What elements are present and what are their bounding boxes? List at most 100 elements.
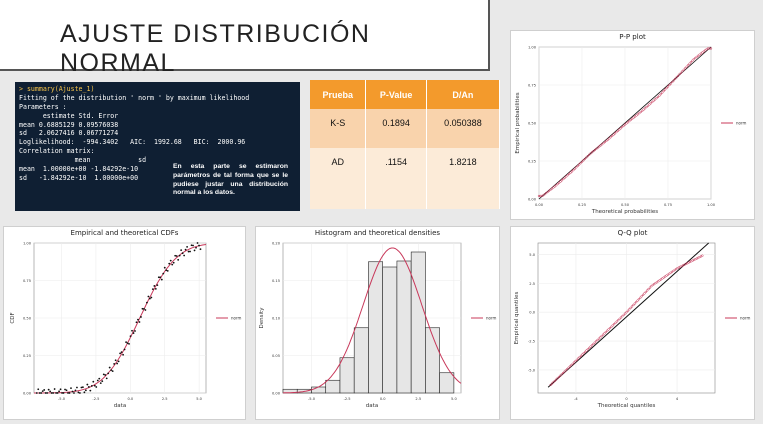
data-point	[635, 114, 638, 117]
histogram-bar	[325, 379, 341, 394]
y-tick-label: 0.10	[272, 317, 281, 321]
data-point	[685, 65, 688, 68]
data-point	[590, 151, 594, 154]
qq-plot-chart: -4 0 4 -5.0 -2.5 0.0 2.5 5.0 Theoretical quantil…	[514, 242, 751, 409]
data-point	[635, 300, 638, 304]
data-point	[89, 389, 92, 392]
pp-plot-chart: 0.00 0.25 0.50 0.75 1.00 0.00 0.25 0.50 0.75 1.00…	[515, 46, 747, 216]
table-header: Prueba	[310, 80, 367, 109]
cdf-plot-chart: -5.0 -2.5 0.0 2.5 5.0 0.00 0.25 0.50 0.75 1.00 dat…	[10, 242, 242, 410]
data-point	[599, 144, 602, 147]
data-point	[196, 242, 199, 244]
data-point	[608, 326, 612, 330]
data-point	[681, 70, 684, 73]
data-point	[593, 341, 596, 344]
pp-plot-title: P-P plot	[619, 33, 646, 41]
data-point	[171, 263, 174, 266]
data-point	[169, 259, 172, 262]
data-point	[131, 329, 133, 332]
data-point	[560, 373, 563, 376]
data-point	[650, 285, 653, 288]
data-point	[187, 250, 190, 253]
theoretical-density-line	[282, 247, 462, 394]
legend-label: norm	[740, 316, 751, 321]
data-point	[571, 362, 574, 365]
data-point	[651, 100, 654, 104]
histogram-bar	[425, 327, 440, 394]
data-point	[37, 388, 40, 391]
y-tick-label: 0.25	[528, 160, 536, 164]
data-point	[46, 392, 49, 394]
x-tick-label: -2.5	[92, 397, 99, 401]
data-point	[623, 312, 627, 315]
data-point	[706, 47, 710, 50]
data-point	[566, 174, 569, 177]
data-point	[162, 272, 165, 275]
data-point	[694, 56, 697, 60]
data-point	[549, 188, 552, 191]
x-tick-label: 0.75	[664, 203, 672, 207]
data-point	[588, 346, 591, 350]
data-point	[633, 115, 637, 118]
data-point	[676, 74, 680, 78]
data-point	[150, 296, 153, 299]
y-axis-label: Density	[259, 307, 265, 329]
legend-label: norm	[486, 316, 497, 321]
data-point	[672, 79, 675, 82]
data-point	[560, 179, 564, 182]
data-point	[597, 337, 601, 340]
data-point	[663, 88, 667, 91]
data-point	[659, 92, 662, 96]
y-tick-label: 0.25	[23, 354, 31, 358]
data-point	[59, 388, 62, 391]
data-point	[628, 119, 631, 123]
data-point	[595, 147, 598, 150]
data-point	[561, 371, 565, 375]
data-point	[590, 344, 594, 347]
data-point	[163, 266, 166, 269]
data-point	[639, 296, 642, 299]
data-point	[689, 61, 693, 64]
data-point	[95, 386, 98, 388]
histogram-bar	[396, 260, 412, 394]
y-tick-label: 0.20	[272, 242, 281, 246]
data-point	[556, 377, 559, 380]
data-point	[143, 307, 145, 310]
data-point	[110, 369, 113, 372]
data-point	[598, 145, 601, 148]
qq-plot-title: Q-Q plot	[617, 229, 648, 237]
data-point	[620, 125, 624, 129]
data-point	[629, 118, 632, 122]
data-point	[192, 244, 194, 247]
data-point	[68, 392, 71, 394]
data-point	[90, 385, 93, 387]
data-point	[655, 97, 658, 100]
data-point	[125, 341, 127, 344]
console-line: Parameters :	[19, 102, 67, 111]
data-point	[134, 330, 136, 332]
data-point	[661, 91, 664, 94]
data-point	[104, 374, 107, 376]
data-point	[636, 299, 639, 302]
data-point	[108, 366, 111, 369]
data-point	[174, 254, 177, 257]
data-point	[668, 83, 671, 87]
data-point	[629, 306, 632, 310]
table-cell: 1.8218	[426, 148, 501, 209]
data-point	[625, 311, 628, 314]
data-point	[159, 276, 162, 279]
data-point	[556, 182, 559, 186]
data-point	[165, 269, 168, 272]
data-point	[606, 329, 609, 332]
data-point	[589, 152, 592, 155]
data-point	[80, 386, 83, 389]
data-point	[595, 340, 598, 343]
x-axis-label: Theoretical probabilities	[591, 209, 658, 215]
y-tick-label: 1.00	[528, 46, 537, 50]
data-point	[137, 318, 139, 321]
data-point	[56, 392, 59, 394]
data-point	[618, 128, 621, 131]
data-point	[636, 113, 640, 116]
y-tick-label: 0.00	[528, 198, 537, 202]
data-point	[135, 321, 138, 324]
